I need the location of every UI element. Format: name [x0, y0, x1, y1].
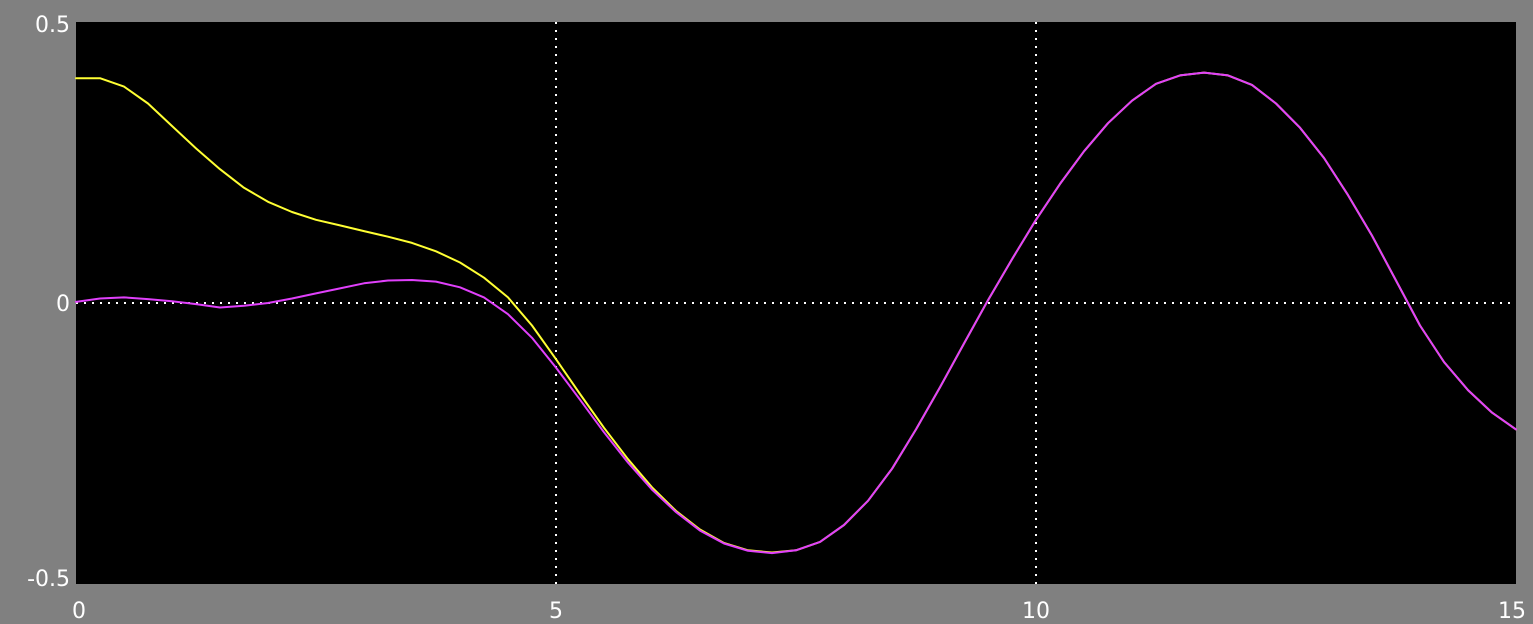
x-tick-label-15: 15	[1498, 599, 1526, 624]
x-tick-label-10: 10	[1022, 599, 1050, 624]
x-tick-label-0: 0	[72, 599, 86, 624]
series-group	[75, 71, 1517, 555]
x-tick-labels: 0 5 10 15	[72, 599, 1526, 624]
y-tick-label--0.5: -0.5	[27, 567, 70, 592]
x-tick-label-5: 5	[549, 599, 563, 624]
y-tick-label-0: 0	[56, 292, 70, 317]
y-tick-label-0.5: 0.5	[35, 13, 70, 38]
y-tick-labels: 0.5 0 -0.5	[27, 13, 70, 592]
grid-lines	[76, 22, 1516, 584]
series-line-2	[75, 71, 1517, 555]
